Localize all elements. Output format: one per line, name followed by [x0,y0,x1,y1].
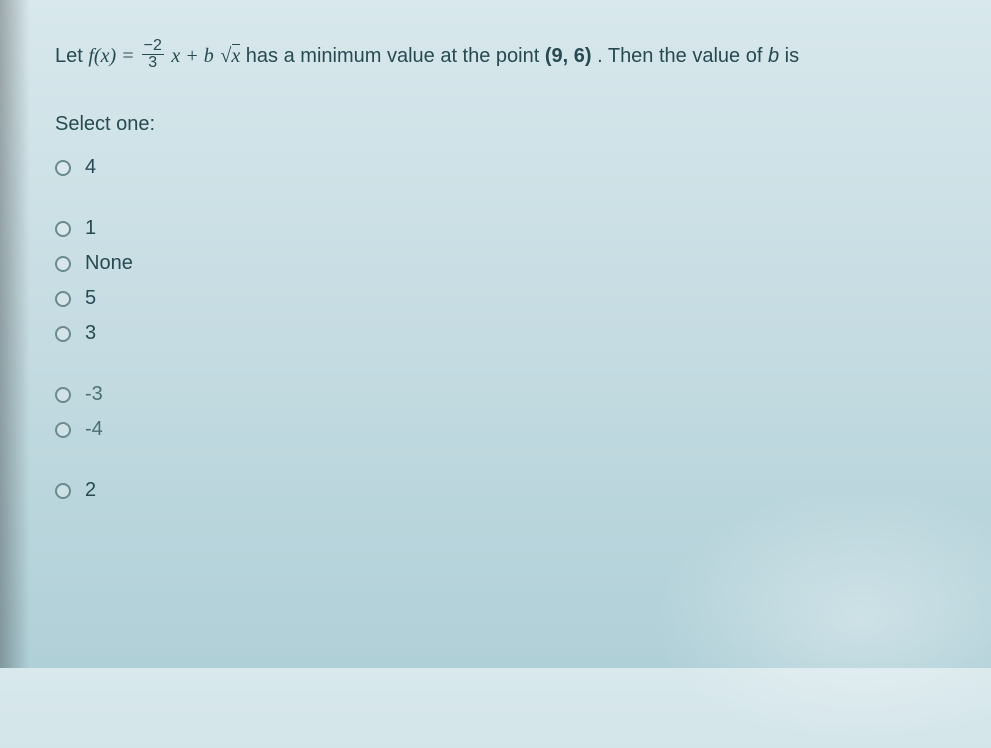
option-0-radio[interactable] [55,160,71,176]
option-3[interactable]: 5 [55,281,941,316]
option-3-label: 5 [85,287,96,310]
option-2[interactable]: None [55,246,941,281]
option-6-radio[interactable] [55,422,71,438]
option-0[interactable]: 4 [55,150,941,185]
option-3-radio[interactable] [55,291,71,307]
fraction-denominator: 3 [142,55,164,71]
option-7-radio[interactable] [55,483,71,499]
option-5-radio[interactable] [55,387,71,403]
q-tail-text: . Then the value of [597,45,768,67]
fraction: −2 3 [142,38,164,71]
q-fx: f(x) = [88,45,139,67]
option-gap [55,185,941,211]
question-text: Let f(x) = −2 3 x + b √x has a minimum v… [55,40,941,73]
q-prefix: Let [55,45,88,67]
option-4-radio[interactable] [55,326,71,342]
option-0-label: 4 [85,156,96,179]
option-6[interactable]: -4 [55,412,941,447]
fraction-numerator: −2 [142,38,164,55]
option-7[interactable]: 2 [55,473,941,508]
option-gap [55,447,941,473]
option-2-label: None [85,252,133,275]
option-2-radio[interactable] [55,256,71,272]
option-5-label: -3 [85,383,103,406]
sqrt-inner: x [231,45,240,67]
option-4[interactable]: 3 [55,316,941,351]
option-gap [55,351,941,377]
q-b: b [768,45,779,67]
sqrt-bar [232,44,240,45]
option-7-label: 2 [85,479,96,502]
sqrt-symbol: √ [220,45,231,67]
question-container: Let f(x) = −2 3 x + b √x has a minimum v… [0,0,991,548]
options-group: 4 1 None 5 3 -3 -4 [55,150,941,508]
q-after-frac: x + b [171,45,213,67]
option-1-label: 1 [85,217,96,240]
option-1-radio[interactable] [55,221,71,237]
q-point: (9, 6) [545,45,592,67]
option-1[interactable]: 1 [55,211,941,246]
q-mid: has a minimum value at the point [246,45,545,67]
option-4-label: 3 [85,322,96,345]
select-one-label: Select one: [55,113,941,136]
sqrt: √x [219,40,240,72]
option-5[interactable]: -3 [55,377,941,412]
q-tail-end: is [785,45,799,67]
option-6-label: -4 [85,418,103,441]
